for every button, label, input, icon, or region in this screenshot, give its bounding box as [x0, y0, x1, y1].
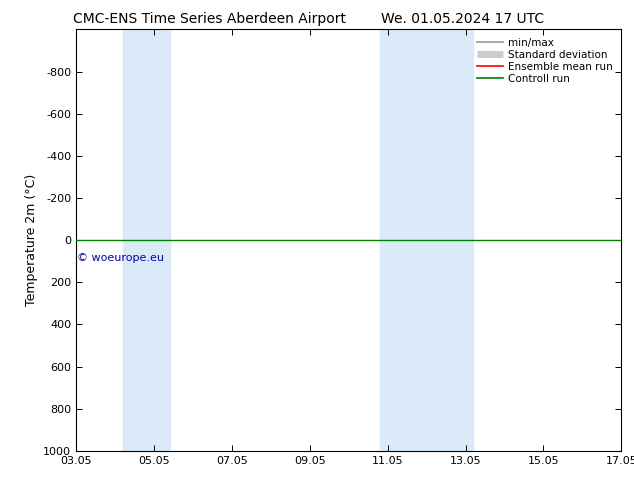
- Y-axis label: Temperature 2m (°C): Temperature 2m (°C): [25, 174, 37, 306]
- Legend: min/max, Standard deviation, Ensemble mean run, Controll run: min/max, Standard deviation, Ensemble me…: [474, 35, 616, 87]
- Bar: [380, 29, 474, 451]
- Text: We. 01.05.2024 17 UTC: We. 01.05.2024 17 UTC: [381, 12, 545, 26]
- Text: CMC-ENS Time Series Aberdeen Airport: CMC-ENS Time Series Aberdeen Airport: [73, 12, 346, 26]
- Bar: [123, 29, 169, 451]
- Text: © woeurope.eu: © woeurope.eu: [77, 253, 164, 263]
